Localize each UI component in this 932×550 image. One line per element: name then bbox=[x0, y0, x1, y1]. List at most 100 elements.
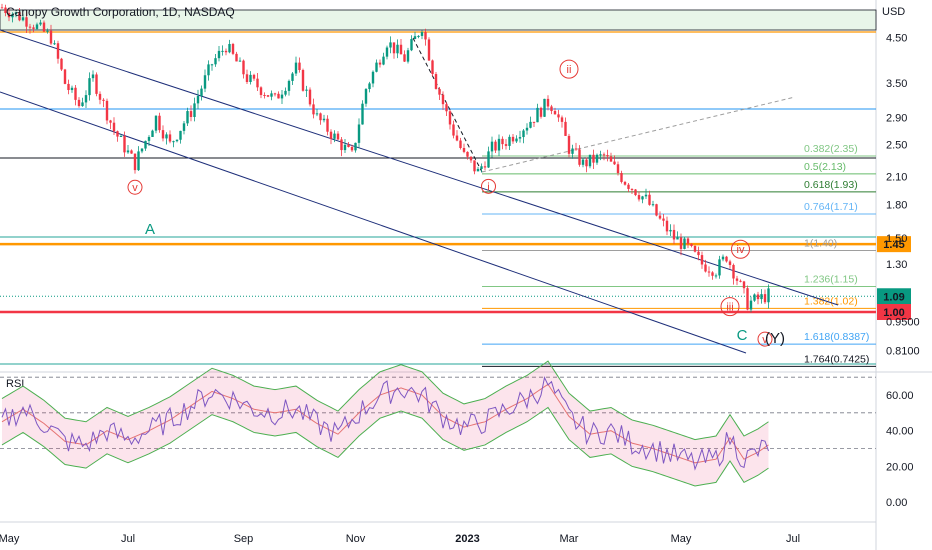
candle-body bbox=[448, 111, 452, 125]
fib-level-label: 0.764(1.71) bbox=[804, 201, 858, 213]
candle-body bbox=[84, 95, 88, 103]
candle-body bbox=[497, 138, 501, 151]
candle-body bbox=[501, 138, 504, 145]
candle-body bbox=[11, 14, 14, 18]
candle-body bbox=[116, 131, 119, 137]
price-level-badge bbox=[877, 304, 911, 321]
resistance-zones: 1.45 1.09 1.00 bbox=[0, 9, 911, 365]
candle-body bbox=[375, 62, 378, 72]
candle-body bbox=[679, 237, 683, 249]
candle-body bbox=[424, 32, 427, 40]
fib-level-label: 1.618(0.8387) bbox=[804, 331, 869, 343]
candle-body bbox=[333, 133, 336, 139]
candle-body bbox=[602, 154, 606, 156]
candle-body bbox=[354, 142, 357, 151]
candle-body bbox=[249, 74, 252, 82]
wave-degree-label: C bbox=[737, 327, 748, 344]
candle-body bbox=[214, 58, 217, 65]
candle-body bbox=[112, 122, 116, 132]
candle-body bbox=[294, 62, 298, 74]
candle-body bbox=[221, 50, 224, 52]
candle-body bbox=[280, 94, 284, 99]
candle-body bbox=[210, 64, 214, 66]
candle-body bbox=[417, 35, 420, 37]
candle-body bbox=[133, 153, 137, 171]
candle-body bbox=[305, 89, 308, 91]
rsi-tick-label: 60.00 bbox=[886, 390, 914, 402]
wave-circle bbox=[757, 331, 773, 347]
candle-body bbox=[623, 181, 627, 185]
candle-body bbox=[410, 39, 413, 51]
candle-body bbox=[105, 100, 109, 121]
price-tick-label: 3.50 bbox=[886, 78, 907, 90]
price-level-value: 1.09 bbox=[883, 291, 904, 303]
candle-body bbox=[564, 121, 567, 136]
candle-body bbox=[109, 120, 112, 123]
candle-body bbox=[315, 113, 319, 115]
candle-body bbox=[483, 166, 487, 168]
fibonacci-extension[interactable]: 0.382(2.35) 0.5(2.13) 0.618(1.93) 0.764(1.7… bbox=[482, 143, 876, 367]
candle-body bbox=[427, 39, 431, 61]
candle-body bbox=[77, 99, 81, 107]
candle-body bbox=[707, 271, 711, 273]
candle-body bbox=[525, 127, 529, 131]
time-tick-label: 2023 bbox=[455, 533, 479, 545]
candle-body bbox=[753, 294, 756, 301]
candle-body bbox=[539, 107, 543, 117]
candle-body bbox=[242, 60, 245, 75]
candle-body bbox=[700, 255, 704, 265]
rsi-pane[interactable]: 60.00 40.00 20.00 0.00 RSI bbox=[0, 360, 914, 509]
candle-body bbox=[168, 134, 172, 142]
fib-level-label: 1.764(0.7425) bbox=[804, 353, 869, 365]
candle-body bbox=[756, 294, 760, 300]
candle-body bbox=[420, 32, 424, 36]
candle-body bbox=[196, 95, 200, 104]
candle-body bbox=[742, 281, 746, 289]
candle-body bbox=[732, 264, 735, 279]
candle-body bbox=[592, 154, 595, 163]
wave-label: iii bbox=[726, 302, 733, 314]
candle-body bbox=[662, 218, 665, 221]
candle-body bbox=[102, 99, 105, 101]
candle-body bbox=[28, 26, 32, 28]
candle-body bbox=[693, 245, 697, 252]
candle-body bbox=[39, 22, 42, 25]
candle-body bbox=[473, 160, 476, 172]
candle-body bbox=[469, 156, 473, 161]
candle-body bbox=[595, 154, 599, 163]
candle-body bbox=[585, 159, 588, 167]
candle-body bbox=[238, 60, 242, 62]
rsi-band-fill bbox=[2, 361, 769, 486]
price-tick-label: 2.90 bbox=[886, 113, 907, 125]
candle-body bbox=[462, 148, 466, 152]
candle-body bbox=[651, 204, 655, 206]
candle-body bbox=[490, 141, 494, 152]
price-tick-label: 0.8100 bbox=[886, 345, 920, 357]
candle-body bbox=[767, 288, 770, 303]
candle-body bbox=[655, 204, 658, 216]
candle-body bbox=[32, 27, 35, 29]
price-level-badge bbox=[877, 236, 911, 253]
candle-body bbox=[259, 87, 263, 95]
candle-body bbox=[235, 53, 238, 62]
axes: 4.50 3.50 2.90 2.50 2.10 1.80 1.50 1.30 0.9500 0.… bbox=[0, 32, 920, 545]
rsi-line bbox=[1, 376, 769, 471]
candle-body bbox=[182, 123, 186, 131]
candle-body bbox=[385, 47, 389, 57]
candle-body bbox=[637, 195, 641, 200]
fib-level-label: 1.382(1.02) bbox=[804, 295, 858, 307]
candle-body bbox=[63, 69, 67, 84]
wave-label: iv bbox=[737, 244, 745, 256]
rsi-tick-label: 20.00 bbox=[886, 461, 914, 473]
candle-body bbox=[46, 30, 49, 32]
candle-body bbox=[413, 36, 417, 40]
candle-body bbox=[14, 12, 18, 15]
candle-body bbox=[361, 103, 364, 125]
candle-body bbox=[263, 94, 266, 96]
wave-degree-label: (Y) bbox=[765, 330, 785, 347]
candle-body bbox=[445, 104, 448, 112]
candle-body bbox=[739, 280, 742, 282]
